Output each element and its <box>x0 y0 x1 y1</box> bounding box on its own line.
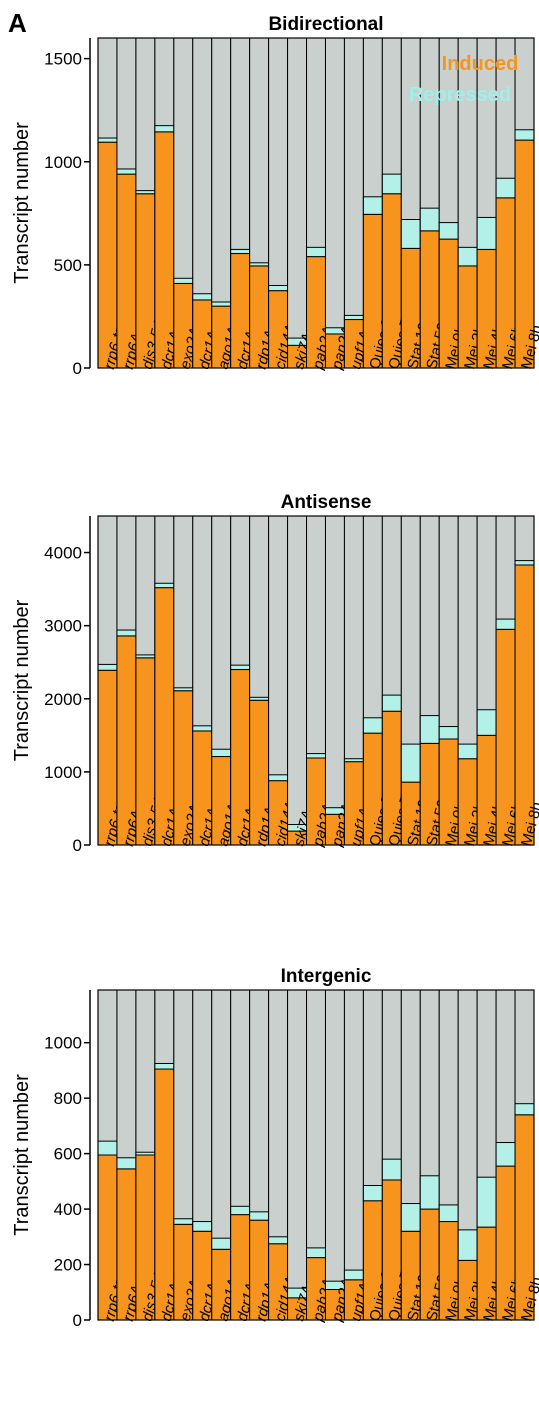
bar-repressed <box>362 1185 383 1202</box>
bar-repressed <box>457 743 478 760</box>
bar-repressed <box>211 301 232 307</box>
bar-repressed <box>514 1103 535 1116</box>
bar-repressed <box>457 1229 478 1261</box>
bar-background <box>324 37 345 369</box>
bar-repressed <box>230 664 251 671</box>
panel-letter: A <box>8 8 27 38</box>
bar-repressed <box>173 687 194 692</box>
bar-repressed <box>362 717 383 734</box>
bar-repressed <box>249 262 270 267</box>
bar-background <box>287 37 308 369</box>
bar-repressed <box>381 694 402 712</box>
y-tick-label: 2000 <box>44 690 82 709</box>
chart-title: Bidirectional <box>268 14 383 35</box>
bar-repressed <box>116 1157 137 1170</box>
bar-repressed <box>135 654 156 659</box>
bar-repressed <box>135 1151 156 1156</box>
bar-repressed <box>97 137 118 143</box>
bar-repressed <box>438 726 459 740</box>
bar-repressed <box>514 129 535 141</box>
y-tick-label: 200 <box>54 1256 82 1275</box>
y-tick-label: 0 <box>73 359 82 378</box>
bar-background <box>324 515 345 846</box>
bar-repressed <box>495 618 516 630</box>
y-axis-label: Transcript number <box>11 122 33 284</box>
bar-background <box>287 515 308 846</box>
bar-repressed <box>230 1205 251 1216</box>
bar-repressed <box>306 246 326 258</box>
y-tick-label: 1500 <box>44 50 82 69</box>
chart-title: Antisense <box>281 492 372 513</box>
y-tick-label: 500 <box>54 256 82 275</box>
bar-repressed <box>135 190 156 195</box>
bar-repressed <box>173 277 194 284</box>
legend-induced: Induced <box>442 53 519 75</box>
bar-repressed <box>97 663 118 671</box>
plot-frame <box>97 37 535 369</box>
bar-repressed <box>381 173 402 195</box>
bar-repressed <box>343 314 364 321</box>
bar-repressed <box>438 1204 459 1223</box>
bar-repressed <box>268 774 289 782</box>
bar-repressed <box>457 246 478 267</box>
plot-frame <box>97 515 535 846</box>
plot-frame <box>97 989 535 1321</box>
y-tick-label: 1000 <box>44 763 82 782</box>
bar-repressed <box>192 1221 213 1232</box>
bar-repressed <box>268 1236 289 1245</box>
bar-repressed <box>97 1140 118 1156</box>
y-tick-label: 1000 <box>44 153 82 172</box>
bar-repressed <box>495 1142 516 1167</box>
bar-background <box>324 989 345 1321</box>
y-tick-label: 0 <box>73 1311 82 1330</box>
y-axis-label: Transcript number <box>11 1074 33 1236</box>
bar-repressed <box>381 1158 402 1181</box>
bar-repressed <box>476 216 497 250</box>
y-tick-label: 4000 <box>44 544 82 563</box>
y-tick-label: 800 <box>54 1089 82 1108</box>
bar-repressed <box>476 709 497 736</box>
y-tick-label: 3000 <box>44 617 82 636</box>
bar-repressed <box>154 1062 175 1070</box>
y-tick-label: 600 <box>54 1145 82 1164</box>
bar-repressed <box>362 196 383 215</box>
bar-repressed <box>419 207 440 232</box>
bar-repressed <box>211 748 232 758</box>
bar-repressed <box>495 177 516 199</box>
bar-repressed <box>419 715 440 744</box>
bar-repressed <box>116 629 137 637</box>
bar-repressed <box>400 219 421 249</box>
bar-repressed <box>192 725 213 732</box>
bar-repressed <box>154 582 175 589</box>
y-tick-label: 1000 <box>44 1034 82 1053</box>
bar-repressed <box>211 1237 232 1250</box>
bar-repressed <box>230 248 251 255</box>
bar-repressed <box>419 1175 440 1210</box>
bar-repressed <box>268 285 289 292</box>
bar-repressed <box>400 1203 421 1232</box>
y-tick-label: 0 <box>73 836 82 855</box>
bar-repressed <box>116 168 137 175</box>
y-axis-label: Transcript number <box>11 599 33 761</box>
bar-repressed <box>343 1269 364 1281</box>
chart-title: Intergenic <box>281 966 372 987</box>
bar-repressed <box>192 293 213 301</box>
bar-background <box>287 989 308 1321</box>
bar-repressed <box>400 743 421 783</box>
y-tick-label: 400 <box>54 1200 82 1219</box>
bar-repressed <box>514 560 535 566</box>
bar-repressed <box>249 1211 270 1221</box>
bar-repressed <box>249 696 270 701</box>
legend-repressed: Repressed <box>409 84 511 106</box>
bar-repressed <box>173 1218 194 1225</box>
bar-repressed <box>306 1247 326 1259</box>
bar-repressed <box>438 222 459 240</box>
bar-repressed <box>476 1176 497 1228</box>
bar-repressed <box>154 125 175 133</box>
bar-repressed <box>343 758 364 763</box>
bar-repressed <box>306 753 326 759</box>
